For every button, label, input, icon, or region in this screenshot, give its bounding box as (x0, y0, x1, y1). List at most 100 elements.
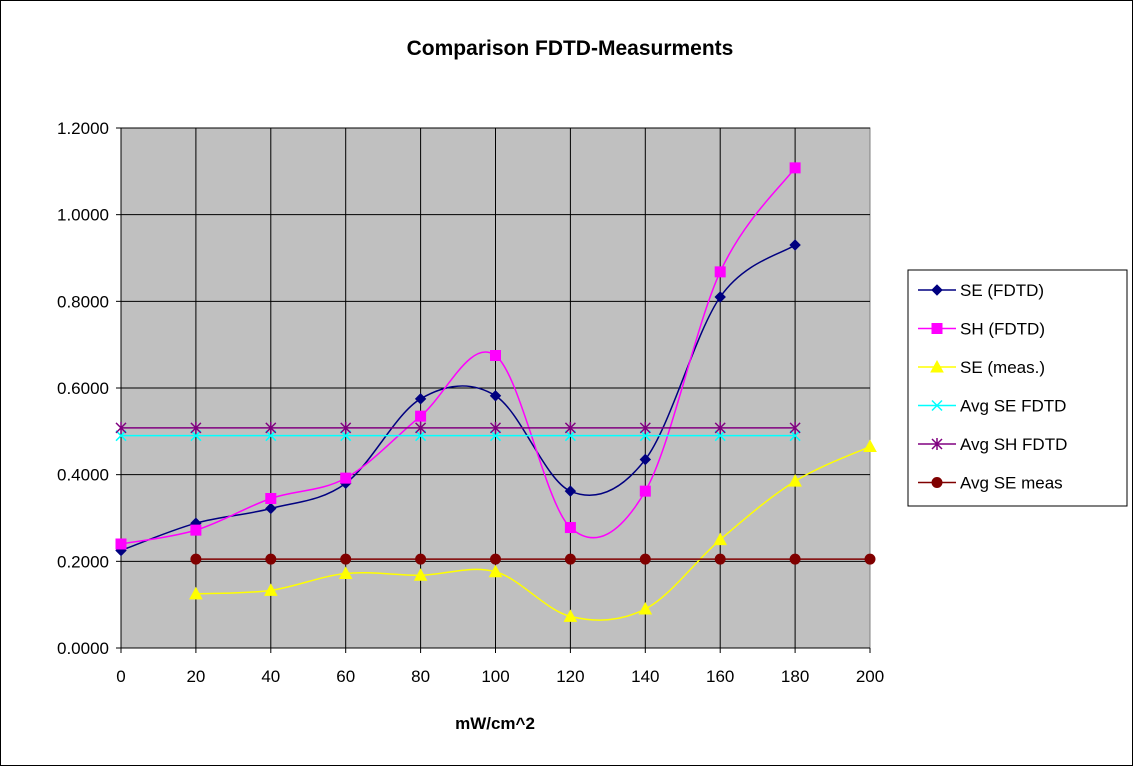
data-point (863, 439, 877, 452)
legend-marker (931, 477, 943, 488)
data-point (714, 553, 726, 565)
data-point (115, 430, 127, 442)
y-axis-ticks: 0.0000 0.2000 0.4000 0.6000 0.8000 1.0000 1.20… (57, 119, 121, 658)
data-point (639, 453, 652, 466)
legend-item: SH (FDTD) (918, 320, 1045, 339)
series-5 (115, 421, 801, 434)
legend-item: SE (FDTD) (918, 281, 1044, 300)
data-point (340, 421, 352, 434)
data-point (563, 609, 578, 622)
y-tick-label: 0.0000 (57, 639, 109, 658)
y-tick-label: 1.2000 (57, 119, 109, 138)
data-point (190, 421, 202, 434)
y-tick-label: 0.6000 (57, 379, 109, 398)
x-tick-label: 0 (116, 667, 125, 686)
data-point (265, 502, 277, 515)
legend-marker (931, 284, 943, 296)
data-point (864, 553, 876, 565)
data-point (340, 553, 352, 565)
data-point (340, 472, 352, 484)
series-3 (189, 439, 877, 622)
x-tick-label: 80 (411, 667, 430, 686)
data-point (489, 430, 502, 442)
legend-item: Avg SE FDTD (918, 397, 1066, 416)
legend-label: SH (FDTD) (960, 320, 1045, 339)
y-tick-label: 0.2000 (57, 552, 109, 571)
data-point (639, 485, 651, 497)
legend-item: SE (meas.) (918, 358, 1045, 377)
data-point (413, 568, 428, 581)
series-6 (190, 553, 876, 565)
data-point (714, 291, 726, 303)
data-point (415, 421, 427, 434)
legend-label: Avg SE meas (960, 474, 1063, 493)
legend-marker (931, 323, 943, 334)
data-point (115, 421, 127, 434)
data-point (263, 583, 278, 596)
legend-label: SE (FDTD) (960, 281, 1044, 300)
y-tick-label: 0.8000 (57, 292, 109, 311)
y-tick-label: 1.0000 (57, 206, 109, 225)
data-point (190, 553, 202, 565)
x-tick-label: 100 (481, 667, 509, 686)
data-point (414, 393, 427, 405)
series-2 (115, 162, 801, 550)
data-point (713, 532, 728, 546)
series-4 (115, 430, 801, 442)
data-point (190, 430, 202, 442)
legend-marker (931, 399, 943, 412)
x-tick-label: 180 (781, 667, 809, 686)
legend-item: Avg SH FDTD (918, 435, 1067, 454)
legend: SE (FDTD) SH (FDTD) SE (meas.) Avg SE FDTD A… (907, 269, 1128, 507)
data-point (639, 421, 651, 434)
data-point (190, 524, 202, 536)
data-point (265, 493, 277, 504)
data-point (265, 421, 277, 434)
data-point (638, 601, 653, 615)
data-point (564, 522, 576, 534)
data-point (789, 553, 801, 565)
data-point (490, 553, 501, 565)
data-point (490, 350, 501, 361)
data-point (788, 474, 802, 487)
data-point (489, 421, 502, 434)
data-point (488, 564, 503, 578)
data-point (714, 421, 726, 434)
legend-marker (931, 438, 943, 450)
legend-box (907, 269, 1128, 507)
data-point (789, 430, 801, 442)
data-point (714, 430, 726, 442)
data-point (714, 266, 726, 278)
data-point (564, 485, 577, 497)
legend-item: Avg SE meas (918, 474, 1063, 493)
series-group (115, 162, 877, 622)
data-point (415, 553, 427, 565)
data-point (115, 538, 127, 550)
data-point (415, 410, 427, 422)
data-point (415, 430, 427, 442)
data-point (789, 162, 801, 174)
legend-marker (930, 359, 944, 373)
data-point (789, 239, 801, 251)
data-point (265, 553, 277, 565)
data-point (564, 430, 576, 442)
data-point (789, 421, 801, 434)
data-point (564, 421, 576, 434)
x-axis-ticks: 0 20 40 60 80 100 120 140 160 180 200 (116, 648, 884, 686)
data-point (639, 430, 651, 442)
series-line (195, 445, 871, 621)
data-point (265, 430, 277, 442)
x-tick-label: 20 (186, 667, 205, 686)
x-tick-label: 200 (856, 667, 884, 686)
legend-label: Avg SH FDTD (960, 435, 1067, 454)
data-point (639, 553, 651, 565)
chart-title: Comparison FDTD-Measurments (407, 37, 734, 60)
x-tick-label: 140 (631, 667, 659, 686)
x-axis-title: mW/cm^2 (455, 714, 535, 733)
x-tick-label: 120 (556, 667, 584, 686)
data-point (340, 430, 352, 442)
legend-label: Avg SE FDTD (960, 397, 1066, 416)
data-point (564, 553, 576, 565)
y-tick-label: 0.4000 (57, 466, 109, 485)
